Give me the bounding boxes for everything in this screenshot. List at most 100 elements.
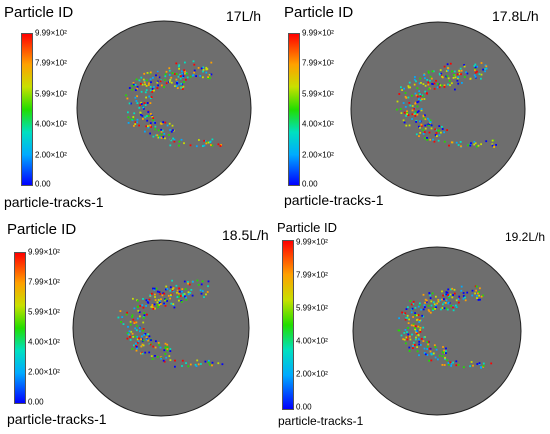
particle [438, 134, 441, 137]
particle [429, 121, 432, 124]
particle [176, 296, 179, 298]
particle [445, 75, 448, 78]
particle [452, 305, 455, 308]
colorbar-tick-label: 0.00 [296, 402, 312, 412]
particle [137, 340, 140, 343]
particle [145, 85, 148, 87]
particle [153, 288, 156, 291]
particle [445, 299, 448, 302]
particle [180, 295, 182, 297]
particle [422, 117, 425, 120]
particle [132, 116, 135, 118]
particle [460, 73, 462, 76]
colorbar-tick-label: 5.99×10² [296, 303, 328, 313]
particle [151, 114, 153, 117]
particle [420, 82, 422, 84]
particle [134, 327, 137, 330]
particle [165, 82, 168, 85]
particle [435, 295, 437, 298]
particle [428, 359, 430, 362]
particle [475, 285, 478, 288]
particle [422, 129, 424, 132]
domain-circle [352, 246, 522, 416]
particle [163, 302, 165, 305]
particle [476, 65, 479, 68]
particle [427, 343, 430, 346]
particle [141, 338, 144, 341]
particle [418, 135, 420, 137]
particle [414, 112, 416, 115]
particle [445, 291, 448, 293]
particle [178, 140, 181, 143]
particle [440, 72, 443, 75]
particle [155, 287, 158, 290]
particle [140, 90, 143, 93]
particle [455, 364, 458, 367]
particle [412, 341, 415, 344]
particle [202, 145, 204, 147]
particle [420, 94, 423, 96]
particle [416, 346, 418, 348]
particle [414, 115, 417, 117]
particle [220, 144, 222, 146]
particle [142, 344, 145, 347]
particle [173, 306, 176, 309]
particle [427, 309, 430, 311]
particle [160, 357, 162, 360]
particle [120, 321, 122, 323]
particle [186, 76, 189, 79]
particle [136, 299, 139, 302]
particle [176, 291, 178, 294]
particle [142, 329, 144, 332]
particle [454, 88, 456, 91]
particle [136, 335, 139, 338]
particle [135, 342, 137, 345]
particle [136, 338, 139, 341]
particle [138, 107, 141, 109]
particle [420, 109, 423, 112]
particle [419, 126, 421, 129]
particle [187, 365, 190, 368]
particle [168, 81, 171, 83]
colorbar-tick-label: 2.00×10² [296, 369, 328, 379]
particle [437, 139, 440, 142]
particle [184, 288, 187, 290]
particle [167, 294, 170, 297]
particle [182, 72, 185, 75]
particle [154, 307, 156, 310]
particle [156, 80, 159, 83]
particle [456, 79, 459, 82]
particle [158, 135, 160, 138]
particle [143, 72, 146, 75]
particle [480, 73, 483, 76]
particle [172, 303, 175, 305]
particle [438, 72, 441, 75]
particle [429, 311, 432, 314]
particle [406, 110, 408, 113]
particle [202, 76, 204, 79]
particle [473, 74, 476, 77]
particle [208, 73, 211, 76]
particle [414, 92, 417, 95]
particle [447, 67, 449, 69]
particle [436, 302, 438, 305]
particle [482, 362, 485, 365]
particle [164, 346, 167, 348]
particle [136, 87, 138, 90]
particle [149, 343, 152, 346]
particle [134, 123, 137, 125]
particle [424, 137, 426, 140]
particle [217, 143, 220, 146]
particle [432, 307, 434, 310]
particle [164, 298, 167, 301]
particle [183, 81, 185, 83]
particle [458, 72, 461, 75]
particle [175, 62, 178, 65]
particle [144, 104, 147, 106]
particle [455, 304, 457, 307]
particle [437, 299, 440, 301]
particle [416, 87, 419, 90]
particle [432, 70, 435, 73]
particle [184, 70, 186, 73]
particle [152, 345, 155, 348]
